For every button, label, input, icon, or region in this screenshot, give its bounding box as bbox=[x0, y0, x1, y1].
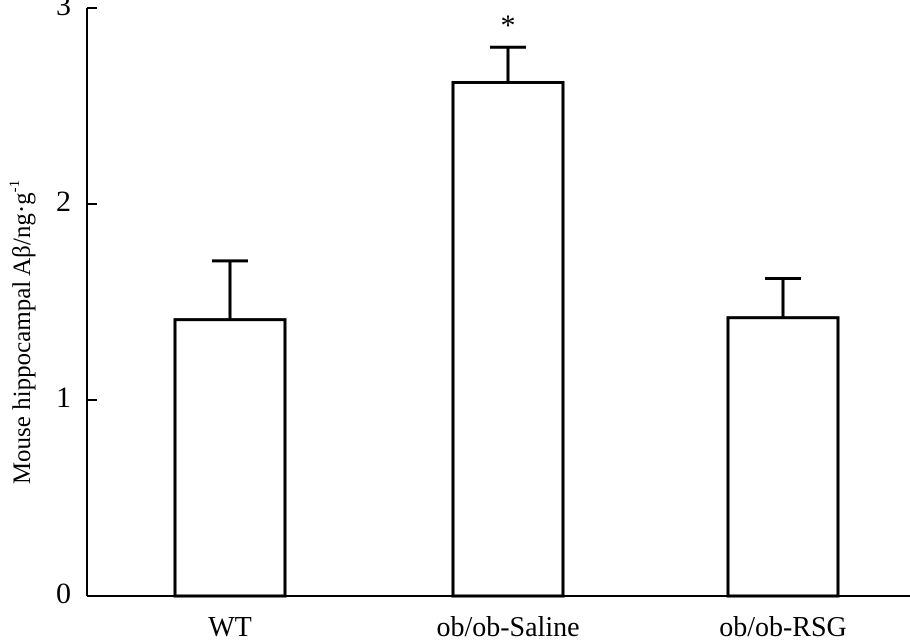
y-axis-label-text: Mouse hippocampal Aβ/ng·g bbox=[9, 192, 36, 484]
x-tick-label: ob/ob-Saline bbox=[436, 612, 579, 643]
significance-marker: * bbox=[501, 9, 516, 42]
x-tick-label: ob/ob-RSG bbox=[719, 612, 847, 643]
bar bbox=[726, 316, 840, 598]
x-tick-labels: WT ob/ob-Saline ob/ob-RSG bbox=[208, 612, 847, 643]
bar bbox=[451, 80, 565, 598]
x-tick-label: WT bbox=[208, 612, 252, 643]
y-tick-label: 0 bbox=[56, 577, 71, 610]
y-tick-label: 3 bbox=[56, 0, 71, 22]
y-axis-label: Mouse hippocampal Aβ/ng·g-1 bbox=[7, 180, 36, 484]
y-axis-label-superscript: -1 bbox=[7, 180, 23, 193]
bar bbox=[173, 318, 287, 598]
y-ticks: 0 1 2 3 bbox=[56, 0, 97, 610]
y-tick-label: 1 bbox=[56, 381, 71, 414]
y-tick-label: 2 bbox=[56, 185, 71, 218]
bars: * bbox=[173, 9, 840, 598]
